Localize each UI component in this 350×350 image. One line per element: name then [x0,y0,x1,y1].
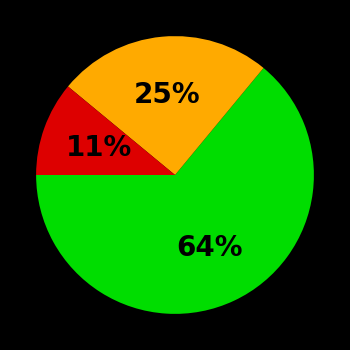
Text: 64%: 64% [176,234,243,262]
Wedge shape [36,86,175,175]
Wedge shape [68,36,264,175]
Text: 25%: 25% [134,81,201,109]
Text: 11%: 11% [66,134,132,162]
Wedge shape [36,68,314,314]
